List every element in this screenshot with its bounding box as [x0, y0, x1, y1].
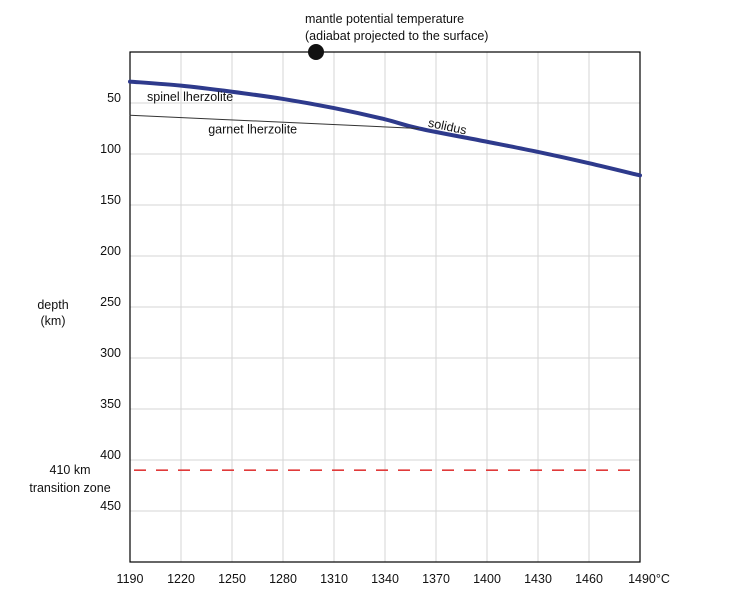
y-axis-label-line-2: (km)	[41, 314, 66, 328]
x-tick-labels: 1190 1220 1250 1280 1310 1340 1370 1400 1430 1460…	[117, 572, 670, 586]
x-tick-label-1340: 1340	[371, 572, 399, 586]
series-group	[128, 79, 642, 178]
x-tick-label-1220: 1220	[167, 572, 195, 586]
x-tick-label-1250: 1250	[218, 572, 246, 586]
x-tick-label-1190: 1190	[117, 572, 144, 586]
y-tick-label-50: 50	[107, 91, 121, 105]
y-tick-label-150: 150	[100, 193, 121, 207]
annotation-garnet-lherzolite: garnet lherzolite	[208, 123, 297, 137]
annotation-spinel-lherzolite: spinel lherzolite	[147, 90, 233, 104]
marker-label-line-1: mantle potential temperature	[305, 12, 464, 26]
grid	[130, 52, 640, 562]
transition-zone-label-line-1: 410 km	[50, 463, 91, 477]
x-tick-label-1400: 1400	[473, 572, 501, 586]
spinel-garnet-boundary-line	[129, 114, 420, 129]
y-tick-label-400: 400	[100, 448, 121, 462]
solidus-line	[128, 79, 642, 178]
plot-frame	[129, 51, 641, 563]
x-tick-label-1310: 1310	[320, 572, 348, 586]
y-tick-label-300: 300	[100, 346, 121, 360]
y-tick-label-450: 450	[100, 499, 121, 513]
y-tick-label-100: 100	[100, 142, 121, 156]
x-tick-label-1430: 1430	[524, 572, 552, 586]
y-axis-label-line-1: depth	[37, 298, 68, 312]
y-tick-label-250: 250	[100, 295, 121, 309]
potential-temperature-marker	[308, 44, 324, 60]
y-tick-label-200: 200	[100, 244, 121, 258]
marker-label-line-2: (adiabat projected to the surface)	[305, 29, 488, 43]
y-tick-label-350: 350	[100, 397, 121, 411]
y-tick-labels: 50 100 150 200 250 300 350 400 450	[100, 91, 121, 513]
x-tick-label-1370: 1370	[422, 572, 450, 586]
transition-zone-label-line-2: transition zone	[29, 481, 110, 495]
x-tick-label-1490: 1490°C	[628, 572, 670, 586]
x-tick-label-1280: 1280	[269, 572, 297, 586]
x-tick-label-1460: 1460	[575, 572, 603, 586]
